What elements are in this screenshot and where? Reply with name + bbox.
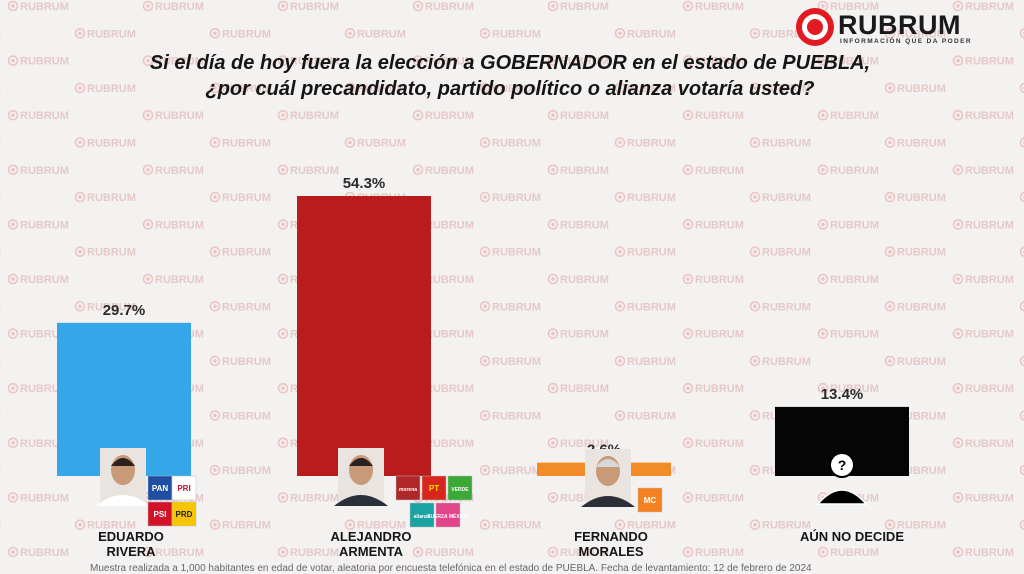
- psi-logo: PSI: [148, 502, 172, 526]
- category-label-1-0: ALEJANDRO: [331, 529, 412, 544]
- candidate-portrait-1: [334, 448, 388, 506]
- category-label-3-0: AÚN NO DECIDE: [800, 529, 904, 544]
- bar-1: [297, 196, 431, 476]
- category-label-2-0: FERNANDO: [574, 529, 648, 544]
- candidate-portrait-0: [96, 448, 150, 506]
- category-label-0-0: EDUARDO: [98, 529, 164, 544]
- svg-text:PSI: PSI: [154, 510, 167, 519]
- candidate-portrait-2: [581, 449, 635, 507]
- svg-text:PRD: PRD: [176, 510, 193, 519]
- pri-logo: PRI: [172, 476, 196, 500]
- morena-logo: morena: [396, 476, 420, 500]
- svg-text:morena: morena: [399, 487, 417, 493]
- svg-text:PRI: PRI: [177, 484, 190, 493]
- movimiento-ciudadano-logo: MC: [638, 488, 662, 512]
- value-label-1: 54.3%: [343, 175, 386, 192]
- svg-text:VERDE: VERDE: [451, 487, 469, 493]
- svg-text:MC: MC: [644, 496, 657, 505]
- category-label-1-1: ARMENTA: [339, 544, 404, 559]
- svg-text:PAN: PAN: [152, 484, 169, 493]
- value-label-0: 29.7%: [103, 302, 146, 319]
- prd-logo: PRD: [172, 502, 196, 526]
- footnote: Muestra realizada a 1,000 habitantes en …: [90, 563, 930, 574]
- category-label-0-1: RIVERA: [106, 544, 156, 559]
- verde-logo: VERDE: [448, 476, 472, 500]
- svg-text:?: ?: [838, 457, 847, 473]
- pan-logo: PAN: [148, 476, 172, 500]
- value-label-3: 13.4%: [821, 386, 864, 403]
- pt-logo: PT: [422, 476, 446, 500]
- category-label-2-1: MORALES: [579, 544, 644, 559]
- svg-text:FUERZA MÉXICO: FUERZA MÉXICO: [427, 512, 468, 520]
- svg-text:PT: PT: [429, 484, 439, 493]
